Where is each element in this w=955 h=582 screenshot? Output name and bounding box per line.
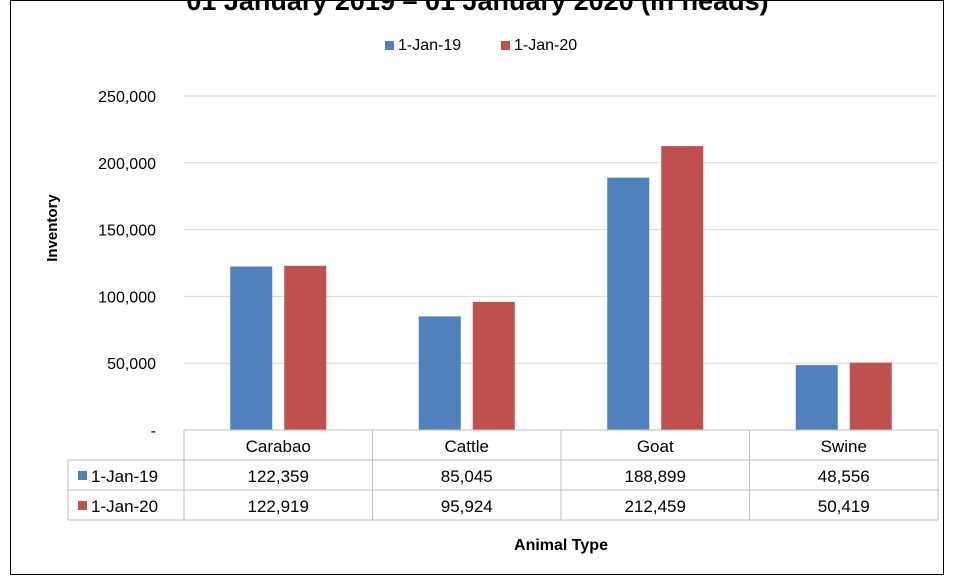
y-tick-label: 250,000 <box>98 89 156 106</box>
bar-1-3 <box>849 362 892 430</box>
bar-1-1 <box>472 301 515 430</box>
chart-title: 01 January 2019 – 01 January 2020 (in he… <box>186 0 769 16</box>
table-legend-key-1 <box>78 501 87 510</box>
bar-0-2 <box>607 177 650 430</box>
data-label: 48,556 <box>818 467 870 486</box>
legend-swatch-1 <box>501 41 510 50</box>
legend-label-1: 1-Jan-20 <box>514 37 577 54</box>
y-tick-label: 150,000 <box>98 223 156 240</box>
bar-0-3 <box>795 365 838 430</box>
data-label: 212,459 <box>625 497 686 516</box>
y-tick-label: 100,000 <box>98 289 156 306</box>
data-label: 95,924 <box>441 497 493 516</box>
bar-0-0 <box>230 266 273 430</box>
table-series-label-0: 1-Jan-19 <box>91 467 158 486</box>
table-series-label-1: 1-Jan-20 <box>91 497 158 516</box>
x-tick-label: Cattle <box>445 437 489 456</box>
data-label: 122,359 <box>248 467 309 486</box>
data-label: 122,919 <box>248 497 309 516</box>
x-axis-title: Animal Type <box>514 537 608 554</box>
x-tick-label: Carabao <box>246 437 311 456</box>
legend-swatch-0 <box>385 41 394 50</box>
x-tick-label: Goat <box>637 437 674 456</box>
y-tick-label: - <box>151 423 156 440</box>
table-legend-key-0 <box>78 471 87 480</box>
data-label: 188,899 <box>625 467 686 486</box>
data-label: 85,045 <box>441 467 493 486</box>
bar-0-1 <box>418 316 461 430</box>
bar-1-2 <box>661 146 704 430</box>
y-tick-label: 200,000 <box>98 156 156 173</box>
y-axis-title: Inventory <box>44 194 61 262</box>
data-label: 50,419 <box>818 497 870 516</box>
x-tick-label: Swine <box>821 437 867 456</box>
y-tick-label: 50,000 <box>107 356 156 373</box>
bar-1-0 <box>284 265 327 430</box>
legend-label-0: 1-Jan-19 <box>398 37 461 54</box>
